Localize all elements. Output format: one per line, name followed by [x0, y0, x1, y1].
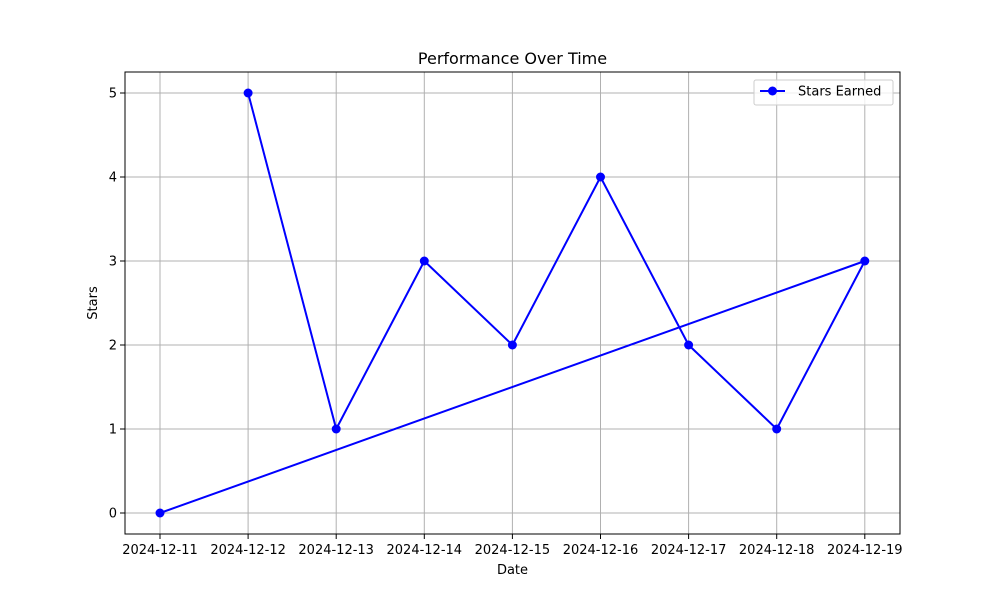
- x-axis-label: Date: [497, 563, 528, 578]
- x-tick-label: 2024-12-13: [298, 543, 374, 558]
- y-tick-label: 1: [109, 423, 117, 438]
- data-point-marker: [331, 424, 341, 434]
- y-tick-label: 3: [109, 255, 117, 270]
- x-tick-label: 2024-12-12: [210, 543, 286, 558]
- x-tick-label: 2024-12-11: [122, 543, 198, 558]
- data-point-marker: [507, 340, 517, 350]
- legend-label: Stars Earned: [798, 85, 881, 100]
- x-tick-label: 2024-12-16: [563, 543, 639, 558]
- data-point-marker: [155, 508, 165, 518]
- data-point-marker: [419, 256, 429, 266]
- data-point-marker: [772, 424, 782, 434]
- y-tick-label: 5: [109, 87, 117, 102]
- y-tick-label: 0: [109, 507, 117, 522]
- x-tick-label: 2024-12-15: [475, 543, 551, 558]
- legend: Stars Earned: [753, 79, 894, 106]
- x-tick-label: 2024-12-14: [387, 543, 463, 558]
- data-point-marker: [684, 340, 694, 350]
- y-tick-label: 2: [109, 339, 117, 354]
- data-point-marker: [860, 256, 870, 266]
- legend-box: [753, 79, 894, 106]
- y-tick-label: 4: [109, 171, 117, 186]
- x-tick-label: 2024-12-18: [739, 543, 815, 558]
- data-point-marker: [243, 88, 253, 98]
- y-axis-ticks: 0 1 2 3 4 5: [109, 87, 125, 522]
- x-tick-label: 2024-12-19: [827, 543, 903, 558]
- x-tick-label: 2024-12-17: [651, 543, 727, 558]
- chart-title: Performance Over Time: [418, 49, 607, 68]
- legend-marker-sample: [768, 86, 777, 96]
- series-markers: [155, 88, 870, 518]
- y-axis-label: Stars: [86, 286, 101, 320]
- grid-lines: [125, 72, 900, 534]
- x-axis-ticks: 2024-12-11 2024-12-12 2024-12-13 2024-12-14…: [122, 534, 903, 558]
- data-point-marker: [596, 172, 605, 182]
